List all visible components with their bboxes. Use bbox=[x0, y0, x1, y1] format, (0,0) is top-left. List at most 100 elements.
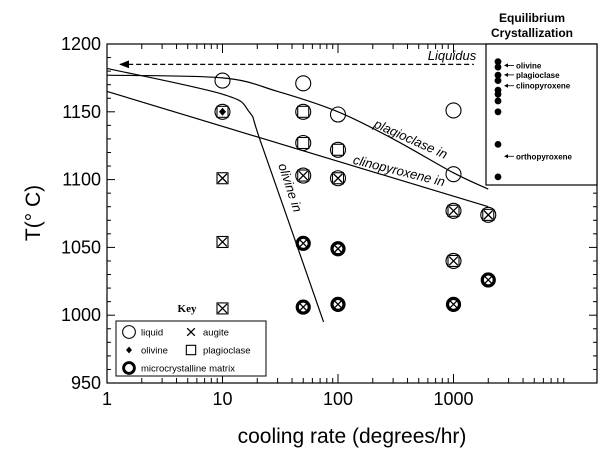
legend-label: microcrystalline matrix bbox=[141, 364, 235, 375]
legend-label: augite bbox=[203, 328, 229, 339]
plagioclase-marker bbox=[331, 143, 345, 156]
inset-point bbox=[494, 58, 502, 66]
x-tick-label: 1000 bbox=[433, 389, 473, 409]
augite-marker bbox=[298, 170, 309, 181]
inset-point bbox=[494, 108, 502, 116]
liquid-marker bbox=[295, 103, 312, 120]
x-tick-label: 1 bbox=[102, 389, 112, 409]
augite-marker bbox=[333, 243, 343, 254]
plagioclase-marker bbox=[482, 208, 495, 221]
inset-point bbox=[494, 71, 502, 79]
inset-point bbox=[494, 173, 502, 181]
liquid-marker bbox=[295, 75, 312, 92]
liquid-marker bbox=[295, 134, 312, 152]
plagioclase-marker bbox=[297, 136, 310, 150]
inset-title-line1: Equilibrium bbox=[499, 11, 565, 25]
plagioclase-marker bbox=[297, 169, 310, 182]
augite-marker bbox=[448, 256, 459, 266]
legend-label: plagioclase bbox=[203, 346, 251, 357]
curve-label-liquidus: Liquidus bbox=[428, 48, 477, 63]
inset-label: orthopyroxene bbox=[516, 152, 573, 161]
plagioclase-marker bbox=[216, 302, 229, 315]
augite-marker bbox=[448, 205, 459, 216]
inset-point bbox=[494, 140, 502, 148]
augite-marker bbox=[217, 237, 228, 247]
plagioclase-marker bbox=[297, 105, 310, 118]
liquid-marker bbox=[295, 167, 312, 184]
y-tick-label: 950 bbox=[71, 373, 101, 393]
augite-marker bbox=[483, 209, 494, 220]
augite-marker bbox=[298, 302, 309, 313]
augite-marker bbox=[298, 238, 309, 249]
x-tick-label: 10 bbox=[212, 389, 232, 409]
inset-point bbox=[494, 77, 502, 85]
plagioclase-marker bbox=[185, 344, 197, 356]
plagioclase-marker bbox=[331, 172, 345, 185]
liquid-marker bbox=[329, 106, 347, 123]
olivine-marker bbox=[219, 107, 226, 116]
inset-point bbox=[494, 63, 502, 71]
y-tick-label: 1150 bbox=[62, 102, 101, 122]
matrix-marker bbox=[330, 296, 346, 312]
liquid-marker bbox=[214, 72, 231, 89]
matrix-marker bbox=[330, 241, 346, 257]
y-tick-label: 1200 bbox=[61, 34, 101, 54]
legend: Key liquid augite olivine plagioclase microc… bbox=[115, 303, 267, 377]
inset-frame bbox=[485, 43, 598, 186]
augite-marker bbox=[448, 299, 459, 310]
matrix-marker bbox=[295, 235, 311, 251]
curve-olivine-in bbox=[106, 67, 325, 323]
augite-marker bbox=[217, 303, 228, 314]
liquid-marker bbox=[329, 170, 347, 187]
inset-arrowhead bbox=[504, 72, 508, 77]
y-axis-title: T(° C) bbox=[22, 185, 45, 241]
liquid-marker bbox=[122, 325, 136, 339]
inset-label: clinopyroxene bbox=[516, 82, 571, 91]
inset-arrowhead bbox=[504, 154, 508, 159]
x-axis-title: cooling rate (degrees/hr) bbox=[238, 425, 467, 448]
augite-marker bbox=[483, 274, 494, 285]
liquid-marker bbox=[214, 103, 231, 120]
matrix-marker bbox=[122, 361, 136, 375]
plagioclase-marker bbox=[216, 235, 229, 249]
plagioclase-marker bbox=[447, 204, 460, 217]
plagioclase-marker bbox=[216, 172, 229, 185]
inset-label: plagioclase bbox=[516, 71, 560, 80]
inset-box: Equilibrium Crystallization olivineplagi… bbox=[485, 11, 598, 186]
matrix-marker bbox=[295, 299, 311, 315]
liquid-marker bbox=[445, 252, 462, 270]
liquid-marker bbox=[329, 141, 347, 158]
points-layer bbox=[214, 72, 497, 315]
curve-label-plagioclase-in: plagioclase in bbox=[371, 116, 450, 162]
liquid-marker bbox=[445, 202, 462, 219]
legend-frame bbox=[115, 320, 267, 377]
legend-label: olivine bbox=[141, 346, 168, 357]
curve-label-olivine-in: olivine in bbox=[275, 161, 305, 214]
inset-point bbox=[494, 97, 502, 105]
curve-plagioclase-in bbox=[106, 74, 489, 190]
olivine-marker bbox=[126, 346, 132, 354]
curve-label-clinopyroxene-in: clinopyroxene in bbox=[352, 152, 447, 189]
plagioclase-marker bbox=[216, 105, 229, 118]
inset-title-line2: Crystallization bbox=[491, 26, 573, 40]
curve-clinopyroxene-in bbox=[106, 90, 489, 208]
plagioclase-marker bbox=[447, 254, 460, 268]
matrix-marker bbox=[445, 296, 462, 312]
inset-arrowhead bbox=[504, 83, 508, 88]
matrix-marker bbox=[480, 272, 496, 288]
legend-title: Key bbox=[178, 303, 197, 315]
x-tick-label: 100 bbox=[323, 389, 353, 409]
liquid-marker bbox=[445, 166, 462, 183]
y-tick-label: 1100 bbox=[62, 170, 101, 190]
inset-label: olivine bbox=[516, 61, 542, 70]
legend-layer: liquid augite olivine plagioclase microcryst… bbox=[122, 325, 251, 375]
augite-marker bbox=[333, 173, 343, 184]
inset-point bbox=[494, 90, 502, 98]
liquid-marker bbox=[480, 206, 497, 223]
y-tick-label: 1000 bbox=[61, 305, 101, 325]
legend-label: liquid bbox=[141, 328, 163, 339]
augite-marker bbox=[333, 299, 343, 310]
augite-marker bbox=[217, 173, 228, 184]
